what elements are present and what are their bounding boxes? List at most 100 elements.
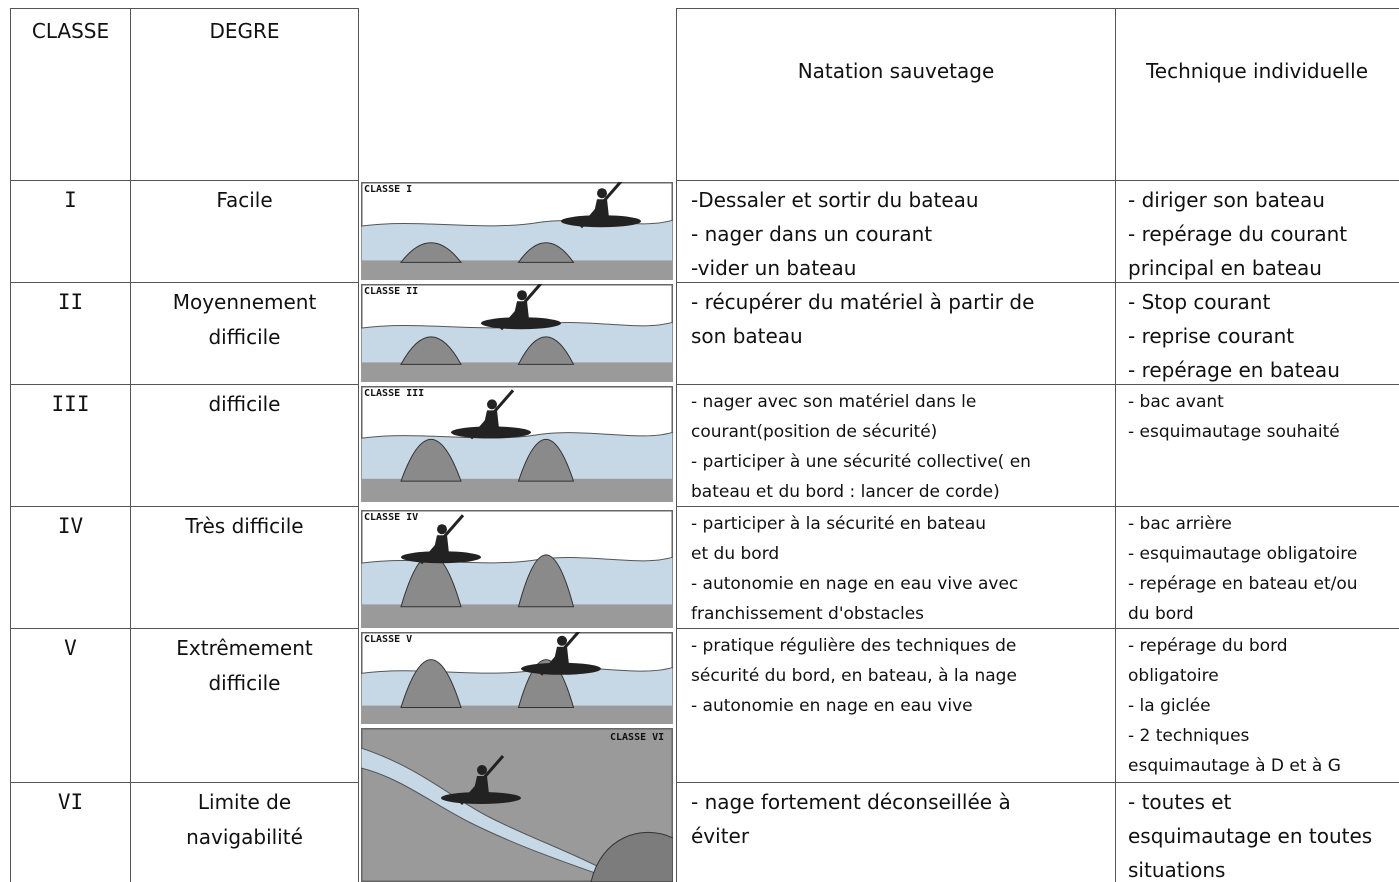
text-line: - toutes et bbox=[1128, 790, 1232, 814]
header-cell: Natation sauvetage bbox=[676, 8, 1116, 181]
text-line: - la giclée bbox=[1128, 696, 1211, 716]
rock bbox=[400, 336, 462, 365]
classe-label: III bbox=[51, 392, 90, 416]
text-line: esquimautage à D et à G bbox=[1128, 756, 1341, 776]
illustration bbox=[361, 284, 673, 382]
classe-label: II bbox=[57, 290, 84, 314]
illustration bbox=[361, 510, 673, 628]
text-line: Extrêmement bbox=[176, 636, 313, 660]
rock bbox=[400, 659, 462, 708]
degre-cell: Moyennement difficile bbox=[130, 282, 359, 385]
text-line: - pratique régulière des techniques de bbox=[691, 636, 1017, 656]
natation-cell: - nager avec son matériel dans le courant… bbox=[676, 384, 1116, 507]
text-line: sécurité du bord, en bateau, à la nage bbox=[691, 666, 1017, 686]
text-line: - repérage en bateau bbox=[1128, 358, 1340, 382]
illustration bbox=[361, 632, 673, 724]
text-line: bateau et du bord : lancer de corde) bbox=[691, 482, 1000, 502]
paddle bbox=[469, 389, 515, 440]
rock bbox=[399, 242, 463, 263]
head bbox=[597, 188, 607, 199]
paddler bbox=[513, 301, 529, 320]
paddler bbox=[473, 776, 489, 794]
classe-label: V bbox=[64, 636, 77, 660]
text-line: - nager avec son matériel dans le bbox=[691, 392, 977, 412]
image-label: CLASSE V bbox=[364, 634, 413, 645]
text-line: obligatoire bbox=[1128, 666, 1219, 686]
text-line: difficile bbox=[208, 392, 281, 416]
paddler bbox=[593, 199, 609, 218]
text-line: Facile bbox=[216, 188, 273, 212]
head bbox=[517, 290, 527, 301]
text-line: Limite de bbox=[197, 790, 292, 814]
classe-label: I bbox=[64, 188, 77, 212]
natation-cell: - pratique régulière des techniques de sé… bbox=[676, 628, 1116, 783]
paddle bbox=[499, 284, 543, 331]
text-line: - 2 techniques bbox=[1128, 726, 1250, 746]
riverbed bbox=[361, 362, 673, 382]
paddler bbox=[483, 410, 499, 429]
text-line: et du bord bbox=[691, 544, 780, 564]
paddle bbox=[459, 755, 505, 805]
text-line: -vider un bateau bbox=[691, 256, 857, 280]
text-line: son bateau bbox=[691, 324, 803, 348]
natation-cell: - participer à la sécurité en bateau et d… bbox=[676, 506, 1116, 629]
rock bbox=[400, 438, 462, 482]
text-line: - bac arrière bbox=[1128, 514, 1232, 534]
text-line: - nager dans un courant bbox=[691, 222, 933, 246]
text-line: situations bbox=[1128, 858, 1226, 882]
text-line: - repérage du bord bbox=[1128, 636, 1288, 656]
natation-cell: - nage fortement déconseillée à éviter bbox=[676, 782, 1116, 882]
illustration bbox=[361, 182, 673, 280]
image-label: CLASSE I bbox=[364, 184, 413, 195]
image-label: CLASSE VI bbox=[610, 732, 665, 743]
text-line: - nage fortement déconseillée à bbox=[691, 790, 1011, 814]
degre-cell: Très difficile bbox=[130, 506, 359, 629]
rock bbox=[517, 438, 575, 482]
image-label: CLASSE III bbox=[364, 388, 425, 399]
text-line: - repérage du courant bbox=[1128, 222, 1348, 246]
text-line: du bord bbox=[1128, 604, 1194, 624]
kayak bbox=[521, 662, 601, 675]
text-line: - autonomie en nage en eau vive avec bbox=[691, 574, 1019, 594]
text-line: - récupérer du matériel à partir de bbox=[691, 290, 1035, 314]
text-line: principal en bateau bbox=[1128, 256, 1322, 280]
riverbed bbox=[361, 260, 673, 280]
header-cell: DEGRE bbox=[130, 8, 359, 181]
natation-cell: - récupérer du matériel à partir de son b… bbox=[676, 282, 1116, 385]
classe-cell: IV bbox=[10, 506, 131, 629]
header-cell: CLASSE bbox=[10, 8, 131, 181]
text-line: courant(position de sécurité) bbox=[691, 422, 938, 442]
text-line: - reprise courant bbox=[1128, 324, 1295, 348]
kayak bbox=[561, 215, 641, 228]
paddle bbox=[579, 182, 623, 229]
text-line: -Dessaler et sortir du bateau bbox=[691, 188, 979, 212]
classe-cell: VI bbox=[10, 782, 131, 882]
classe-cell: II bbox=[10, 282, 131, 385]
riverbed bbox=[361, 705, 673, 724]
header-cell: Technique individuelle bbox=[1115, 8, 1399, 181]
text-line: navigabilité bbox=[186, 825, 303, 849]
text-line: - repérage en bateau et/ou bbox=[1128, 574, 1358, 594]
paddler bbox=[433, 535, 449, 554]
header-natation: Natation sauvetage bbox=[797, 59, 995, 83]
classe-label: IV bbox=[57, 514, 84, 538]
technique-cell: - toutes et esquimautage en toutes situati… bbox=[1115, 782, 1399, 882]
paddle bbox=[419, 514, 465, 565]
rock bbox=[517, 336, 575, 365]
degre-cell: Facile bbox=[130, 180, 359, 283]
text-line: - esquimautage obligatoire bbox=[1128, 544, 1358, 564]
head bbox=[487, 399, 497, 410]
rock bbox=[590, 831, 673, 882]
text-line: - Stop courant bbox=[1128, 290, 1271, 314]
header-classe: CLASSE bbox=[31, 19, 110, 43]
technique-cell: - bac arrière - esquimautage obligatoire -… bbox=[1115, 506, 1399, 629]
classe-label: VI bbox=[57, 790, 84, 814]
text-line: - bac avant bbox=[1128, 392, 1224, 412]
text-line: - esquimautage souhaité bbox=[1128, 422, 1340, 442]
text-line: Moyennement bbox=[172, 290, 317, 314]
text-line: franchissement d'obstacles bbox=[691, 604, 925, 624]
image-label: CLASSE IV bbox=[364, 512, 419, 523]
text-line: esquimautage en toutes bbox=[1128, 824, 1373, 848]
classe-cell: V bbox=[10, 628, 131, 783]
